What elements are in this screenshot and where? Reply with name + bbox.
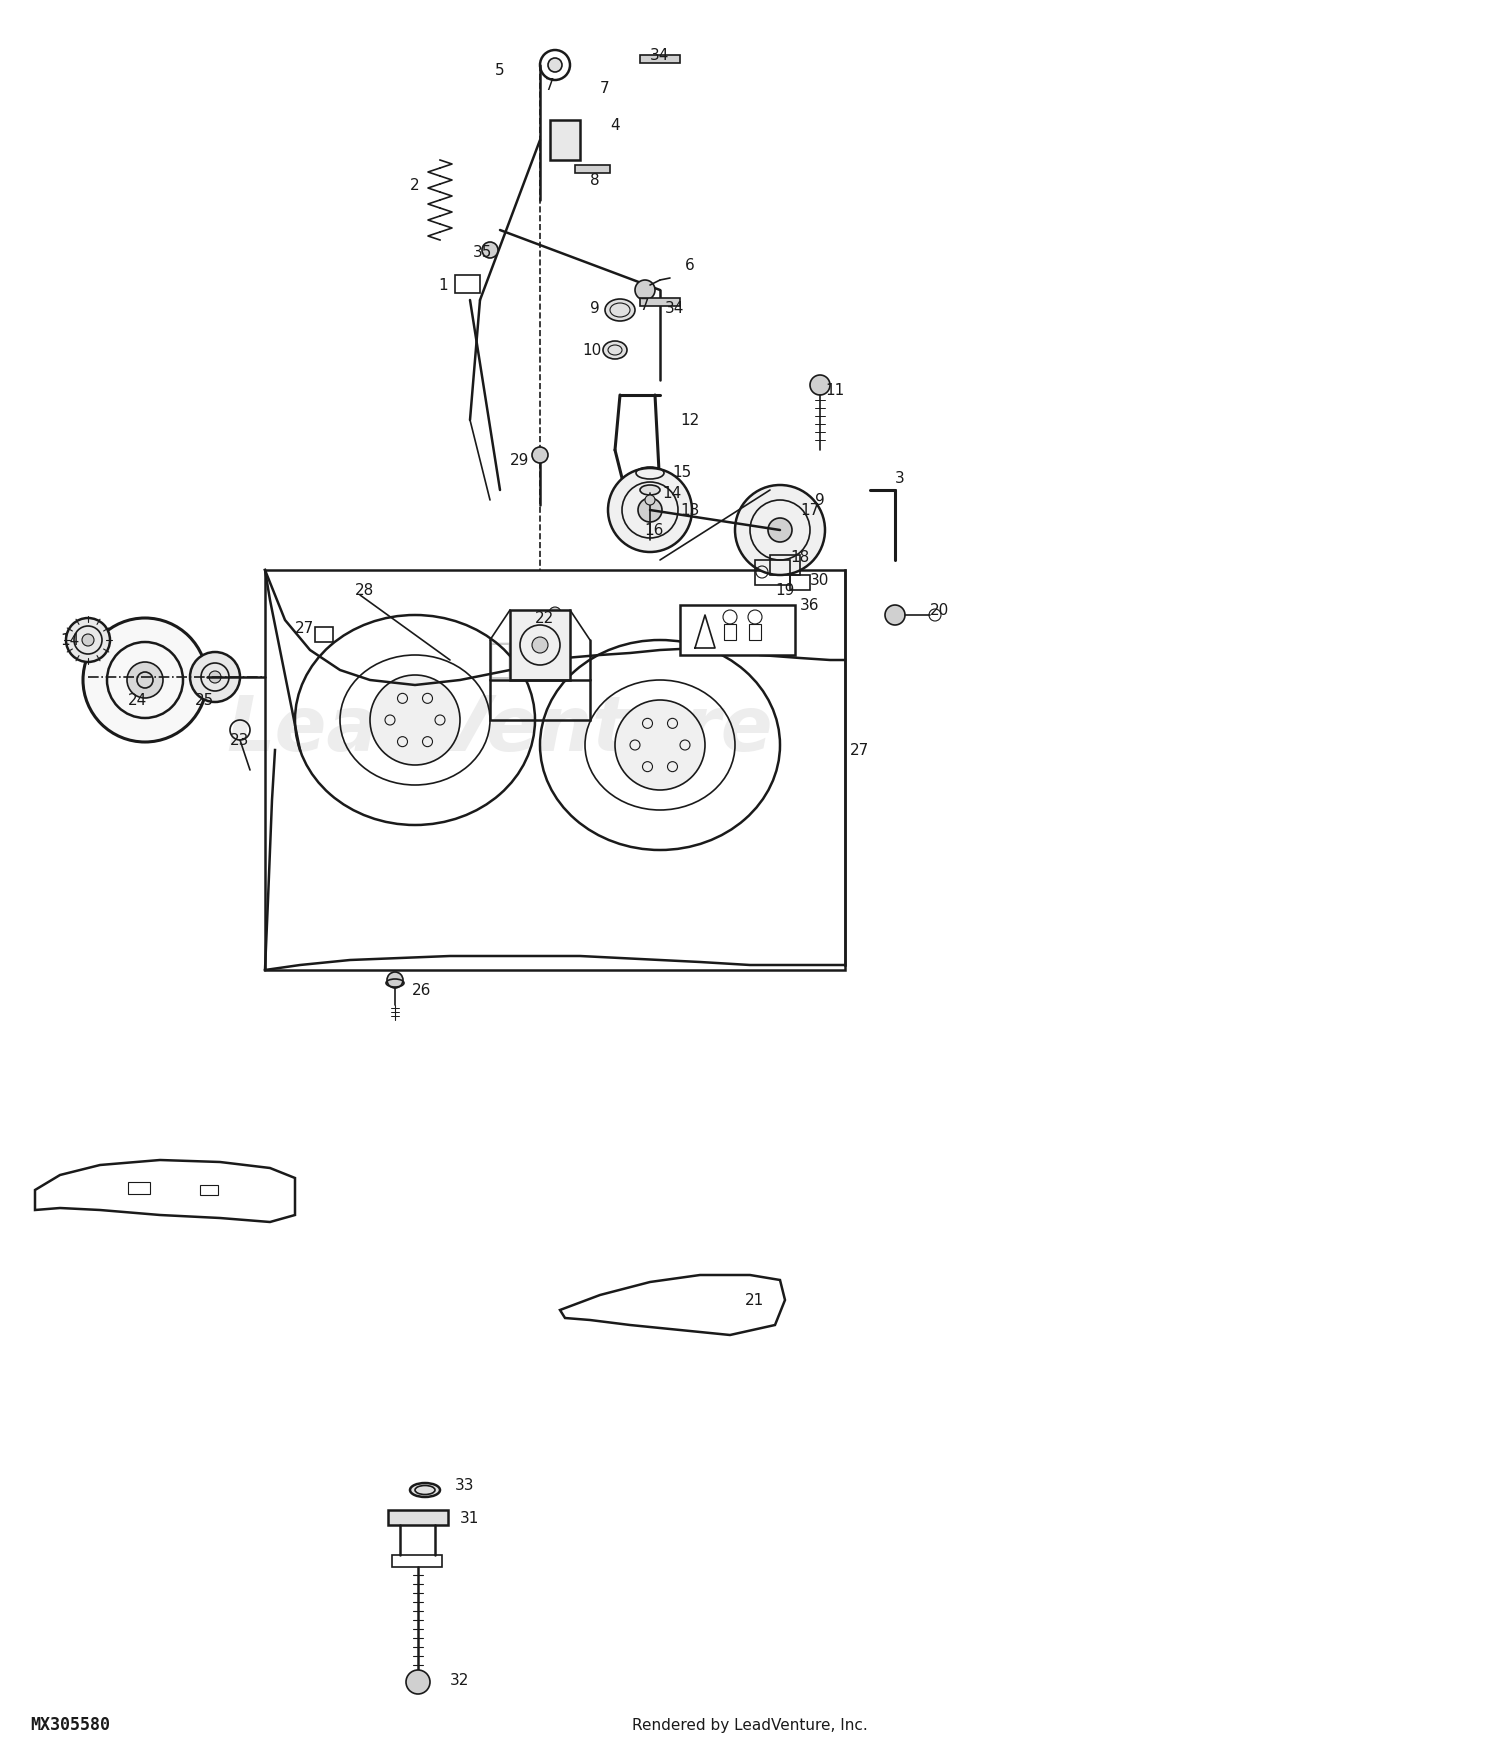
Text: 12: 12 bbox=[680, 413, 699, 427]
Bar bbox=[200, 1185, 217, 1195]
Circle shape bbox=[608, 467, 692, 551]
Bar bbox=[388, 1510, 448, 1524]
Text: 2: 2 bbox=[410, 177, 420, 192]
Bar bbox=[790, 576, 810, 590]
Text: 34: 34 bbox=[650, 47, 669, 63]
Circle shape bbox=[549, 607, 561, 620]
Circle shape bbox=[209, 670, 220, 682]
Text: 15: 15 bbox=[672, 464, 692, 480]
Text: LeadVenture: LeadVenture bbox=[226, 693, 774, 766]
Circle shape bbox=[82, 618, 207, 742]
Bar bbox=[748, 625, 760, 640]
Text: 18: 18 bbox=[790, 550, 808, 565]
Text: 24: 24 bbox=[128, 693, 147, 707]
Bar bbox=[770, 555, 800, 576]
Circle shape bbox=[482, 242, 498, 257]
Bar bbox=[754, 560, 790, 584]
Text: 19: 19 bbox=[776, 583, 795, 597]
Text: 14: 14 bbox=[662, 485, 681, 500]
Circle shape bbox=[768, 518, 792, 542]
Text: 8: 8 bbox=[590, 173, 600, 187]
Text: 32: 32 bbox=[450, 1673, 470, 1687]
Text: 23: 23 bbox=[230, 733, 249, 747]
Circle shape bbox=[532, 637, 548, 653]
Circle shape bbox=[615, 700, 705, 789]
Text: 36: 36 bbox=[800, 597, 819, 612]
Text: 11: 11 bbox=[825, 383, 844, 397]
Bar bbox=[640, 298, 680, 306]
Text: 3: 3 bbox=[896, 471, 904, 485]
Text: 🔥: 🔥 bbox=[488, 639, 513, 681]
Circle shape bbox=[645, 495, 656, 506]
Text: 21: 21 bbox=[746, 1293, 764, 1307]
Circle shape bbox=[532, 446, 548, 464]
Text: 20: 20 bbox=[930, 602, 950, 618]
Ellipse shape bbox=[604, 299, 634, 320]
Text: 35: 35 bbox=[472, 245, 492, 259]
Text: 9: 9 bbox=[590, 301, 600, 315]
Text: 1: 1 bbox=[438, 278, 447, 292]
Text: 22: 22 bbox=[536, 611, 554, 625]
Text: 6: 6 bbox=[686, 257, 694, 273]
Text: 27: 27 bbox=[296, 621, 315, 635]
Circle shape bbox=[66, 618, 110, 662]
Circle shape bbox=[810, 374, 830, 396]
Circle shape bbox=[128, 662, 164, 698]
Text: 25: 25 bbox=[195, 693, 214, 707]
Text: 29: 29 bbox=[510, 453, 530, 467]
Circle shape bbox=[548, 58, 562, 72]
Circle shape bbox=[406, 1670, 430, 1694]
Text: 13: 13 bbox=[680, 502, 699, 518]
Text: 28: 28 bbox=[356, 583, 375, 597]
Circle shape bbox=[638, 499, 662, 522]
Text: 30: 30 bbox=[810, 572, 830, 588]
Text: 7: 7 bbox=[544, 77, 555, 93]
Text: 9: 9 bbox=[815, 492, 825, 508]
Text: MX305580: MX305580 bbox=[30, 1717, 109, 1734]
Circle shape bbox=[370, 676, 460, 765]
Text: Rendered by LeadVenture, Inc.: Rendered by LeadVenture, Inc. bbox=[632, 1717, 868, 1732]
Circle shape bbox=[82, 634, 94, 646]
Bar bbox=[315, 626, 333, 642]
Bar bbox=[392, 1556, 442, 1566]
Text: 7: 7 bbox=[600, 80, 609, 96]
Circle shape bbox=[387, 971, 404, 989]
Ellipse shape bbox=[640, 485, 660, 495]
Circle shape bbox=[634, 280, 656, 299]
Bar bbox=[574, 164, 610, 173]
Circle shape bbox=[885, 606, 904, 625]
Bar bbox=[454, 275, 480, 292]
Text: 27: 27 bbox=[850, 742, 868, 758]
Bar bbox=[550, 121, 580, 159]
Text: 14: 14 bbox=[60, 632, 80, 648]
Bar bbox=[680, 606, 795, 654]
Bar bbox=[490, 681, 590, 719]
Text: 33: 33 bbox=[454, 1477, 474, 1493]
Bar bbox=[724, 625, 736, 640]
Text: 4: 4 bbox=[610, 117, 620, 133]
Text: 10: 10 bbox=[582, 343, 602, 357]
Text: 34: 34 bbox=[664, 301, 684, 315]
Bar bbox=[266, 570, 844, 970]
Circle shape bbox=[190, 653, 240, 702]
Text: 17: 17 bbox=[800, 502, 819, 518]
Circle shape bbox=[735, 485, 825, 576]
Text: 16: 16 bbox=[644, 523, 663, 537]
Text: 5: 5 bbox=[495, 63, 504, 77]
Ellipse shape bbox=[603, 341, 627, 359]
Text: 26: 26 bbox=[413, 982, 432, 997]
Bar bbox=[128, 1181, 150, 1194]
Text: 7: 7 bbox=[640, 298, 650, 313]
Bar bbox=[510, 611, 570, 681]
Ellipse shape bbox=[410, 1482, 440, 1496]
Bar bbox=[640, 54, 680, 63]
Text: 31: 31 bbox=[460, 1510, 480, 1526]
